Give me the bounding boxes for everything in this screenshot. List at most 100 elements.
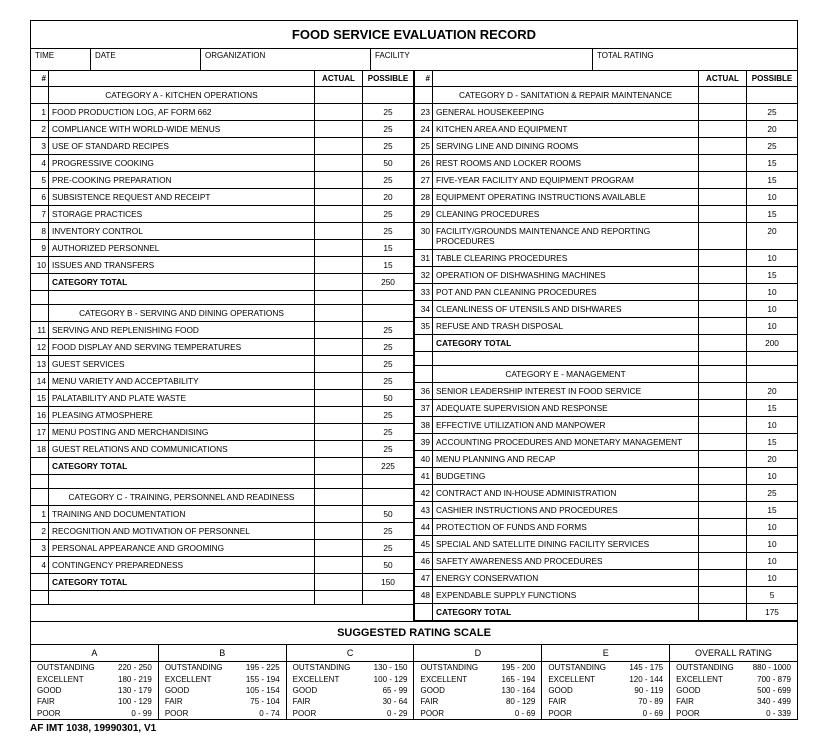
cell-actual[interactable] xyxy=(699,468,747,484)
cell-actual[interactable] xyxy=(315,240,363,256)
cell-desc: CLEANING PROCEDURES xyxy=(433,206,699,222)
cell-num: 14 xyxy=(31,373,49,389)
cell-actual[interactable] xyxy=(699,301,747,317)
right-column: # ACTUAL POSSIBLE CATEGORY D - SANITATIO… xyxy=(415,71,797,621)
category-title: CATEGORY C - TRAINING, PERSONNEL AND REA… xyxy=(49,489,315,505)
cell-desc: PERSONAL APPEARANCE AND GROOMING xyxy=(49,540,315,556)
item-row: 1 FOOD PRODUCTION LOG, AF FORM 662 25 xyxy=(31,104,413,121)
item-row: 48 EXPENDABLE SUPPLY FUNCTIONS 5 xyxy=(415,587,797,604)
cell-desc: EXPENDABLE SUPPLY FUNCTIONS xyxy=(433,587,699,603)
scale-label: GOOD xyxy=(37,686,61,695)
column-header-row: # ACTUAL POSSIBLE xyxy=(31,71,413,87)
scale-row: EXCELLENT 120 - 144 xyxy=(542,673,669,684)
cell-actual[interactable] xyxy=(699,267,747,283)
cell-actual[interactable] xyxy=(699,223,747,249)
cell-actual[interactable] xyxy=(315,121,363,137)
cell-actual[interactable] xyxy=(315,172,363,188)
cell-actual[interactable] xyxy=(699,206,747,222)
cell-actual[interactable] xyxy=(699,284,747,300)
cell-actual[interactable] xyxy=(699,335,747,351)
scale-column: A OUTSTANDING 220 - 250 EXCELLENT 180 - … xyxy=(31,645,159,719)
cell-actual[interactable] xyxy=(315,104,363,120)
cell-actual[interactable] xyxy=(699,400,747,416)
scale-label: POOR xyxy=(548,709,572,718)
scale-label: GOOD xyxy=(548,686,572,695)
cell-actual[interactable] xyxy=(699,587,747,603)
cell-actual[interactable] xyxy=(699,451,747,467)
cell-num: 32 xyxy=(415,267,433,283)
cell-actual[interactable] xyxy=(699,318,747,334)
scale-row: OUTSTANDING 220 - 250 xyxy=(31,662,158,673)
scale-range: 180 - 219 xyxy=(118,675,152,684)
cell-actual[interactable] xyxy=(315,458,363,474)
cell-num xyxy=(31,87,49,103)
cell-desc: SAFETY AWARENESS AND PROCEDURES xyxy=(433,553,699,569)
cell-possible: 25 xyxy=(363,104,413,120)
cell-actual[interactable] xyxy=(315,339,363,355)
scale-range: 700 - 879 xyxy=(757,675,791,684)
cell-desc: PLEASING ATMOSPHERE xyxy=(49,407,315,423)
cell-actual[interactable] xyxy=(315,523,363,539)
cell-actual xyxy=(699,87,747,103)
cell-desc: BUDGETING xyxy=(433,468,699,484)
cell-actual[interactable] xyxy=(315,223,363,239)
item-row: 46 SAFETY AWARENESS AND PROCEDURES 10 xyxy=(415,553,797,570)
cell-possible: 10 xyxy=(747,519,797,535)
cell-possible: 25 xyxy=(363,424,413,440)
cell-actual[interactable] xyxy=(315,206,363,222)
cell-actual[interactable] xyxy=(699,502,747,518)
cell-num: 45 xyxy=(415,536,433,552)
cell-actual[interactable] xyxy=(315,373,363,389)
category-total-row: CATEGORY TOTAL 250 xyxy=(31,274,413,291)
cell-possible: 25 xyxy=(363,441,413,457)
cell-actual[interactable] xyxy=(315,390,363,406)
cell-actual[interactable] xyxy=(315,155,363,171)
cell-actual[interactable] xyxy=(315,506,363,522)
cell-actual[interactable] xyxy=(699,104,747,120)
cell-actual[interactable] xyxy=(699,417,747,433)
scale-row: OUTSTANDING 145 - 175 xyxy=(542,662,669,673)
cell-actual[interactable] xyxy=(315,189,363,205)
scale-row: OUTSTANDING 195 - 200 xyxy=(414,662,541,673)
cell-actual[interactable] xyxy=(699,189,747,205)
cell-desc: TRAINING AND DOCUMENTATION xyxy=(49,506,315,522)
cell-possible: 10 xyxy=(747,284,797,300)
cell-actual[interactable] xyxy=(315,274,363,290)
cell-actual[interactable] xyxy=(315,257,363,273)
cell-actual[interactable] xyxy=(699,250,747,266)
cell-num xyxy=(31,574,49,590)
cell-actual[interactable] xyxy=(699,604,747,620)
cell-actual[interactable] xyxy=(699,536,747,552)
left-column: # ACTUAL POSSIBLE CATEGORY A - KITCHEN O… xyxy=(31,71,415,621)
cell-actual[interactable] xyxy=(315,557,363,573)
cell-actual[interactable] xyxy=(699,155,747,171)
cell-actual[interactable] xyxy=(315,138,363,154)
cell-actual[interactable] xyxy=(699,383,747,399)
cell-actual[interactable] xyxy=(315,574,363,590)
cell-actual[interactable] xyxy=(699,570,747,586)
cell-actual[interactable] xyxy=(699,138,747,154)
cell-actual[interactable] xyxy=(315,540,363,556)
cell-actual[interactable] xyxy=(699,434,747,450)
cell-possible: 20 xyxy=(747,383,797,399)
cell-actual[interactable] xyxy=(699,172,747,188)
cell-actual[interactable] xyxy=(315,441,363,457)
cell-num: 15 xyxy=(31,390,49,406)
cell-actual[interactable] xyxy=(699,485,747,501)
item-row: 11 SERVING AND REPLENISHING FOOD 25 xyxy=(31,322,413,339)
category-title-row: CATEGORY C - TRAINING, PERSONNEL AND REA… xyxy=(31,489,413,506)
cell-actual[interactable] xyxy=(699,553,747,569)
cell-actual[interactable] xyxy=(315,356,363,372)
cell-actual[interactable] xyxy=(315,424,363,440)
scale-range: 120 - 144 xyxy=(629,675,663,684)
cell-actual[interactable] xyxy=(315,322,363,338)
item-row: 1 TRAINING AND DOCUMENTATION 50 xyxy=(31,506,413,523)
cell-actual[interactable] xyxy=(315,407,363,423)
cell-num: 2 xyxy=(31,121,49,137)
cell-actual[interactable] xyxy=(699,519,747,535)
cell-num: 39 xyxy=(415,434,433,450)
item-row: 3 USE OF STANDARD RECIPES 25 xyxy=(31,138,413,155)
scale-column-header: A xyxy=(31,645,158,662)
cell-num: 24 xyxy=(415,121,433,137)
cell-actual[interactable] xyxy=(699,121,747,137)
